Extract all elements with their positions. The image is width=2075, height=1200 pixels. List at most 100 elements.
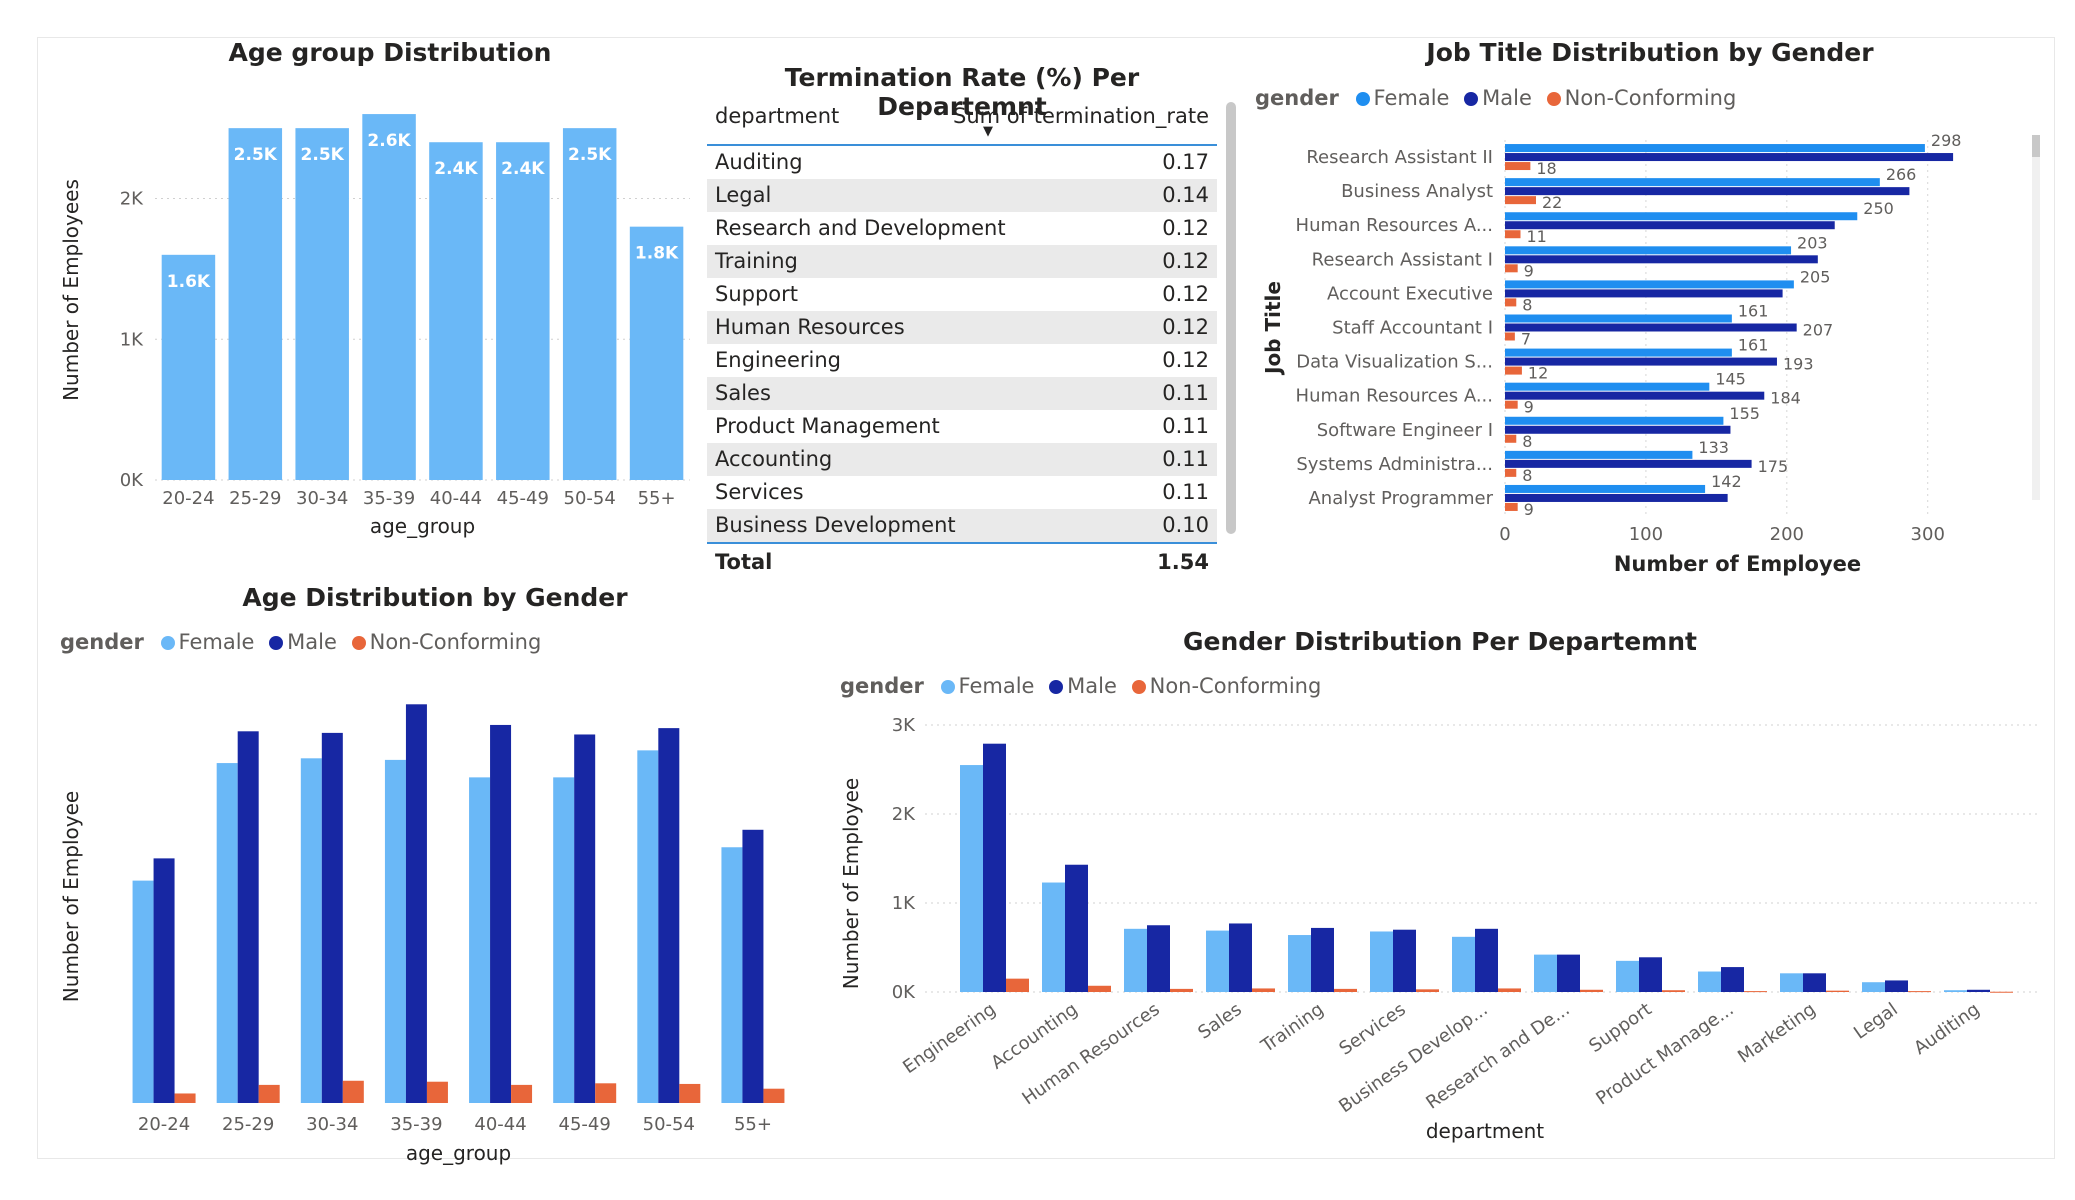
- bar: [1505, 450, 1693, 459]
- x-tick-label: Support: [1585, 999, 1655, 1057]
- x-tick-label: 25-29: [229, 488, 281, 509]
- bar: [1639, 957, 1662, 992]
- bar: [1505, 468, 1517, 477]
- y-tick-label: 2K: [120, 189, 144, 210]
- bar: [1505, 425, 1731, 434]
- table-row[interactable]: Services 0.11: [707, 476, 1217, 509]
- legend-female[interactable]: Female: [940, 674, 1035, 698]
- x-tick-label: Services: [1335, 999, 1409, 1060]
- table-row[interactable]: Engineering 0.12: [707, 344, 1217, 377]
- bar: [1505, 196, 1536, 205]
- bar: [300, 758, 322, 1103]
- job-title-bar-chart[interactable]: 0 100 200 300 Research Assistant II 298 18 Busi…: [1250, 120, 2040, 590]
- x-tick-label: Engineering: [899, 999, 1000, 1078]
- legend-male[interactable]: Male: [269, 630, 337, 654]
- table-row[interactable]: Auditing 0.17: [707, 146, 1217, 179]
- table-row[interactable]: Training 0.12: [707, 245, 1217, 278]
- dashboard-canvas: [37, 37, 2055, 1159]
- data-label: 12: [1528, 364, 1548, 383]
- x-tick-label: 35-39: [390, 1114, 442, 1135]
- legend-female-dot: [940, 680, 955, 694]
- data-label: 9: [1524, 398, 1534, 417]
- table-row[interactable]: Human Resources 0.12: [707, 311, 1217, 344]
- cell-termination-rate: 0.11: [1162, 480, 1209, 504]
- bar: [1229, 923, 1252, 992]
- x-tick-label: 40-44: [474, 1114, 526, 1135]
- bar: [1311, 927, 1334, 992]
- data-label: 9: [1524, 261, 1534, 280]
- legend-female-dot: [160, 636, 175, 650]
- header-termination-rate[interactable]: Sum of termination_rate: [953, 104, 1209, 128]
- header-department[interactable]: department: [715, 104, 840, 128]
- data-label: 1.6K: [167, 272, 211, 292]
- bar: [384, 759, 406, 1103]
- termination-table[interactable]: department Sum of termination_rate ▼ Aud…: [707, 98, 1217, 580]
- bar: [216, 763, 238, 1103]
- table-row[interactable]: Support 0.12: [707, 278, 1217, 311]
- bar: [1252, 988, 1275, 992]
- legend-nonconforming[interactable]: Non-Conforming: [1546, 86, 1737, 110]
- bar: [1744, 991, 1767, 993]
- scrollbar-thumb: [2032, 135, 2040, 157]
- bar: [1505, 289, 1783, 298]
- x-tick-label: Research and De...: [1422, 999, 1573, 1114]
- legend-female[interactable]: Female: [1355, 86, 1449, 110]
- age-group-bar-chart[interactable]: 0K 1K 2K 1.6K 20-24 2.5K 25-29 2.5K 30-34 2.6K 35-…: [40, 80, 700, 550]
- legend-title: gender: [1255, 86, 1339, 110]
- x-tick-label: 55+: [734, 1114, 772, 1135]
- data-label: 8: [1522, 466, 1532, 485]
- x-axis-label: age_group: [370, 514, 475, 538]
- bar: [237, 731, 259, 1103]
- bar: [1505, 144, 1925, 153]
- x-axis-label: department: [1426, 1119, 1544, 1143]
- legend-female-label: Female: [958, 674, 1035, 698]
- bar: [153, 858, 175, 1103]
- y-tick-label: Human Resources A...: [1296, 215, 1493, 236]
- x-tick-label: 40-44: [430, 488, 482, 509]
- table-row[interactable]: Sales 0.11: [707, 377, 1217, 410]
- bar: [742, 829, 764, 1103]
- data-label: 2.6K: [367, 131, 411, 151]
- data-label: 18: [1536, 159, 1556, 178]
- bar: [1065, 864, 1088, 992]
- y-tick-label: 3K: [892, 715, 916, 736]
- y-tick-label: Data Visualization S...: [1296, 352, 1493, 373]
- table-scrollbar[interactable]: [1226, 102, 1236, 534]
- bar: [161, 254, 216, 480]
- legend-male[interactable]: Male: [1049, 674, 1117, 698]
- bar: [1908, 991, 1931, 993]
- bar: [574, 734, 596, 1103]
- bar: [1505, 502, 1518, 511]
- cell-department: Sales: [715, 381, 771, 405]
- legend-nonconforming-label: Non-Conforming: [1564, 86, 1737, 110]
- table-row[interactable]: Business Development 0.10: [707, 509, 1217, 542]
- legend-nonconforming[interactable]: Non-Conforming: [351, 630, 541, 654]
- table-row[interactable]: Research and Development 0.12: [707, 212, 1217, 245]
- legend-female[interactable]: Female: [160, 630, 254, 654]
- bar: [1505, 178, 1880, 187]
- data-label: 266: [1886, 165, 1917, 184]
- cell-department: Auditing: [715, 150, 803, 174]
- x-tick-label: 20-24: [138, 1114, 190, 1135]
- bar: [1505, 323, 1797, 332]
- bar: [1862, 982, 1885, 992]
- bar: [1505, 332, 1515, 341]
- bar: [1124, 928, 1147, 992]
- bar: [511, 1084, 533, 1103]
- bar: [496, 142, 550, 480]
- table-row[interactable]: Product Management 0.11: [707, 410, 1217, 443]
- bar: [1334, 988, 1357, 992]
- x-tick-label: 45-49: [497, 488, 549, 509]
- data-label: 11: [1527, 227, 1547, 246]
- data-label: 155: [1729, 404, 1760, 423]
- table-row[interactable]: Accounting 0.11: [707, 443, 1217, 476]
- age-gender-bar-chart[interactable]: 20-24 25-29 30-34 35-39 40-44 45-49 50-54 55+ ag…: [40, 680, 800, 1180]
- data-label: 8: [1522, 295, 1532, 314]
- data-label: 133: [1698, 438, 1729, 457]
- table-row[interactable]: Legal 0.14: [707, 179, 1217, 212]
- data-label: 2.5K: [234, 145, 278, 165]
- sort-desc-icon[interactable]: ▼: [983, 124, 993, 139]
- legend-nonconforming[interactable]: Non-Conforming: [1131, 674, 1321, 698]
- legend-male[interactable]: Male: [1464, 86, 1532, 110]
